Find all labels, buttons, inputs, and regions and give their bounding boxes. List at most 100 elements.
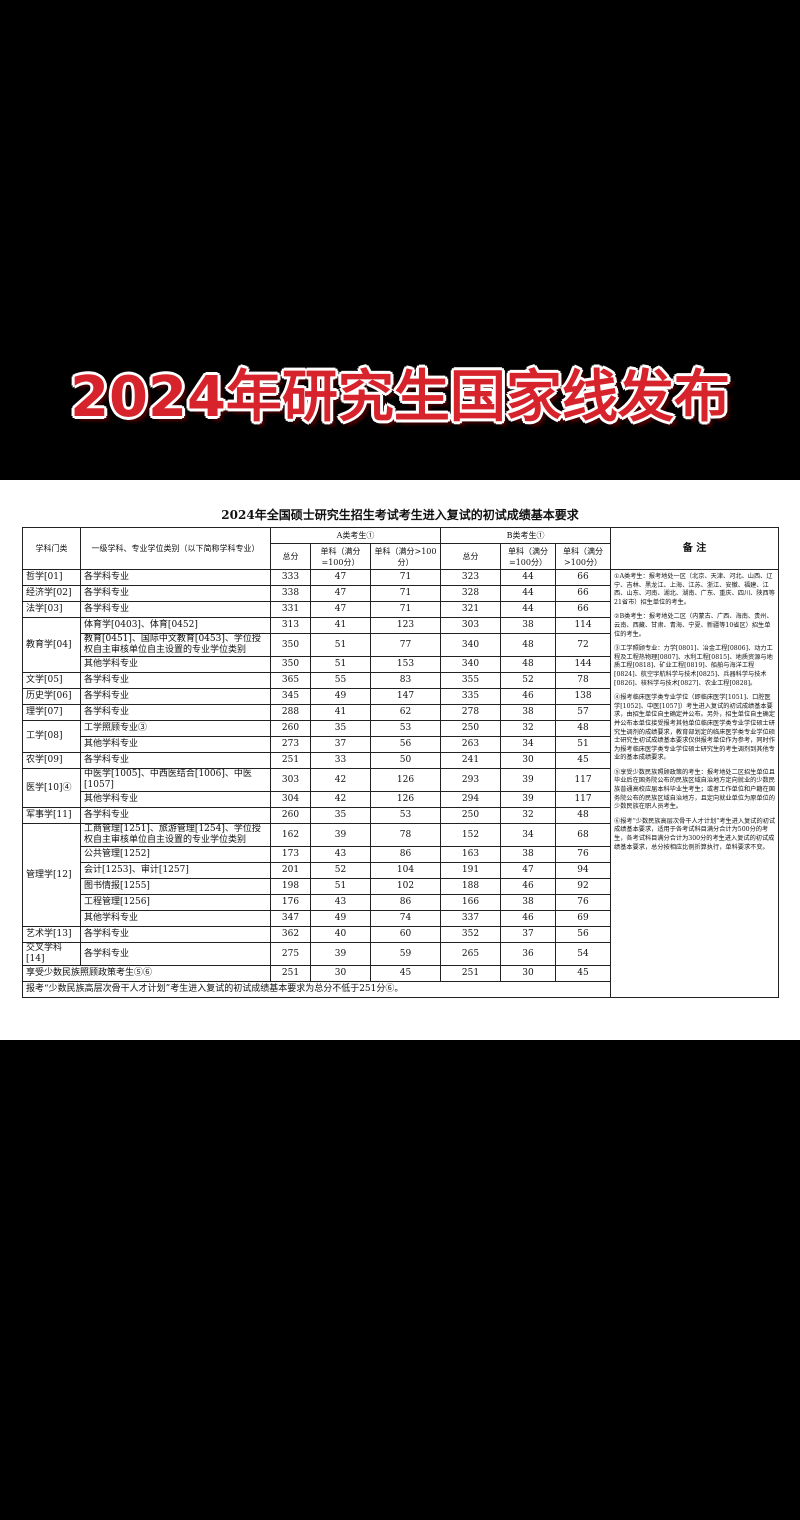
subject-cell: 其他学科专业	[80, 656, 271, 673]
score-cell: 38	[500, 846, 557, 863]
score-cell: 117	[555, 768, 612, 792]
score-cell: 46	[500, 878, 557, 895]
subject-cell: 体育学[0403]、体育[0452]	[80, 617, 271, 634]
score-cell: 66	[555, 569, 612, 586]
note: ①A类考生：报考地处一区（北京、天津、河北、山西、辽宁、吉林、黑龙江、上海、江苏…	[614, 573, 775, 606]
score-cell: 294	[440, 791, 502, 808]
score-cell: 69	[555, 910, 612, 927]
score-cell: 260	[270, 720, 311, 737]
score-cell: 275	[270, 942, 311, 966]
score-cell: 94	[555, 862, 612, 879]
score-cell: 313	[270, 617, 311, 634]
subject-cell: 各学科专业	[80, 926, 271, 943]
category-cell: 管理学[12]	[22, 823, 81, 927]
data-row: 其他学科专业 347 49 74 337 46 69	[23, 910, 779, 927]
score-cell: 47	[310, 601, 371, 618]
data-row: 图书情报[1255] 198 51 102 188 46 92	[23, 878, 779, 895]
category-cell: 法学[03]	[22, 601, 81, 618]
score-cell: 350	[270, 656, 311, 673]
score-cell: 83	[369, 672, 442, 689]
data-row: 工程管理[1256] 176 43 86 166 38 76	[23, 894, 779, 911]
score-cell: 48	[500, 633, 557, 657]
score-cell: 45	[369, 965, 442, 982]
category-cell: 农学[09]	[22, 752, 81, 769]
score-cell: 53	[369, 807, 442, 824]
score-cell: 347	[270, 910, 311, 927]
score-cell: 45	[555, 752, 612, 769]
score-cell: 201	[270, 862, 311, 879]
subject-cell: 工学照顾专业③	[80, 720, 271, 737]
score-cell: 147	[369, 688, 442, 705]
subject-cell: 中医学[1005]、中西医结合[1006]、中医[1057]	[80, 768, 271, 792]
score-cell: 32	[500, 807, 557, 824]
data-row: 其他学科专业 273 37 56 263 34 51	[23, 736, 779, 753]
subject-cell: 教育[0451]、国际中文教育[0453]、学位授权自主审核单位自主设置的专业学…	[80, 633, 271, 657]
score-cell: 278	[440, 704, 502, 721]
score-cell: 59	[369, 942, 442, 966]
subject-cell: 各学科专业	[80, 807, 271, 824]
subject-cell: 各学科专业	[80, 942, 271, 966]
category-cell: 哲学[01]	[22, 569, 81, 586]
score-cell: 126	[369, 768, 442, 792]
score-cell: 78	[555, 672, 612, 689]
score-cell: 34	[500, 823, 557, 847]
subject-cell: 各学科专业	[80, 585, 271, 602]
subject-cell: 各学科专业	[80, 688, 271, 705]
score-cell: 293	[440, 768, 502, 792]
score-cell: 198	[270, 878, 311, 895]
score-cell: 340	[440, 656, 502, 673]
data-row: 教育[0451]、国际中文教育[0453]、学位授权自主审核单位自主设置的专业学…	[23, 633, 779, 657]
footer-cell: 报考“少数民族高层次骨干人才计划”考生进入复试的初试成绩基本要求为总分不低于25…	[21, 981, 612, 998]
score-cell: 56	[369, 736, 442, 753]
score-cell: 38	[500, 894, 557, 911]
data-row: 交叉学科[14] 各学科专业 275 39 59 265 36 54	[22, 942, 779, 966]
subject-cell: 工商管理[1251]、旅游管理[1254]、学位授权自主审核单位自主设置的专业学…	[80, 823, 271, 847]
subject-cell: 会计[1253]、审计[1257]	[80, 862, 271, 879]
score-table: 学科门类 一级学科、专业学位类别（以下简称学科专业） A类考生① B类考生① 备 注总分…	[21, 527, 780, 998]
score-cell: 152	[440, 823, 502, 847]
score-cell: 126	[369, 791, 442, 808]
score-cell: 66	[555, 601, 612, 618]
score-cell: 72	[555, 633, 612, 657]
score-cell: 333	[270, 569, 311, 586]
score-cell: 46	[500, 910, 557, 927]
data-row: 享受少数民族照顾政策考生⑤⑥ 251 30 45 251 30 45	[22, 965, 779, 982]
footer-row: 报考“少数民族高层次骨干人才计划”考生进入复试的初试成绩基本要求为总分不低于25…	[21, 981, 779, 998]
score-cell: 92	[555, 878, 612, 895]
note: ②B类考生：报考地处二区（内蒙古、广西、海南、贵州、云南、西藏、甘肃、青海、宁夏…	[614, 613, 773, 638]
category-cell: 教育学[04]	[22, 617, 81, 673]
category-cell: 医学[10]④	[22, 768, 81, 808]
score-cell: 30	[500, 965, 557, 982]
score-cell: 345	[270, 688, 311, 705]
score-cell: 251	[440, 965, 502, 982]
subject-cell: 公共管理[1252]	[80, 846, 271, 863]
score-cell: 331	[270, 601, 311, 618]
category-cell: 理学[07]	[22, 704, 81, 721]
score-cell: 260	[270, 807, 311, 824]
score-cell: 340	[440, 633, 502, 657]
score-cell: 188	[440, 878, 502, 895]
score-cell: 48	[555, 807, 612, 824]
score-cell: 241	[440, 752, 502, 769]
header-row: 学科门类 一级学科、专业学位类别（以下简称学科专业） A类考生① B类考生① 备 注	[22, 527, 780, 570]
score-cell: 51	[310, 633, 371, 657]
score-cell: 52	[310, 862, 371, 879]
score-cell: 47	[310, 585, 371, 602]
score-cell: 250	[440, 807, 502, 824]
score-cell: 52	[500, 672, 557, 689]
data-row: 农学[09] 各学科专业 251 33 50 241 30 45	[22, 752, 779, 769]
score-cell: 39	[310, 942, 371, 966]
score-cell: 50	[369, 752, 442, 769]
category-cell: 经济学[02]	[22, 585, 81, 602]
subject-cell: 各学科专业	[80, 672, 271, 689]
subject-cell: 其他学科专业	[80, 910, 271, 927]
score-cell: 55	[310, 672, 371, 689]
score-cell: 352	[440, 926, 502, 943]
score-cell: 54	[555, 942, 612, 966]
score-cell: 68	[555, 823, 612, 847]
category-cell: 文学[05]	[22, 672, 81, 689]
score-cell: 34	[500, 736, 557, 753]
score-cell: 76	[555, 846, 612, 863]
score-cell: 77	[369, 633, 442, 657]
score-cell: 33	[310, 752, 371, 769]
